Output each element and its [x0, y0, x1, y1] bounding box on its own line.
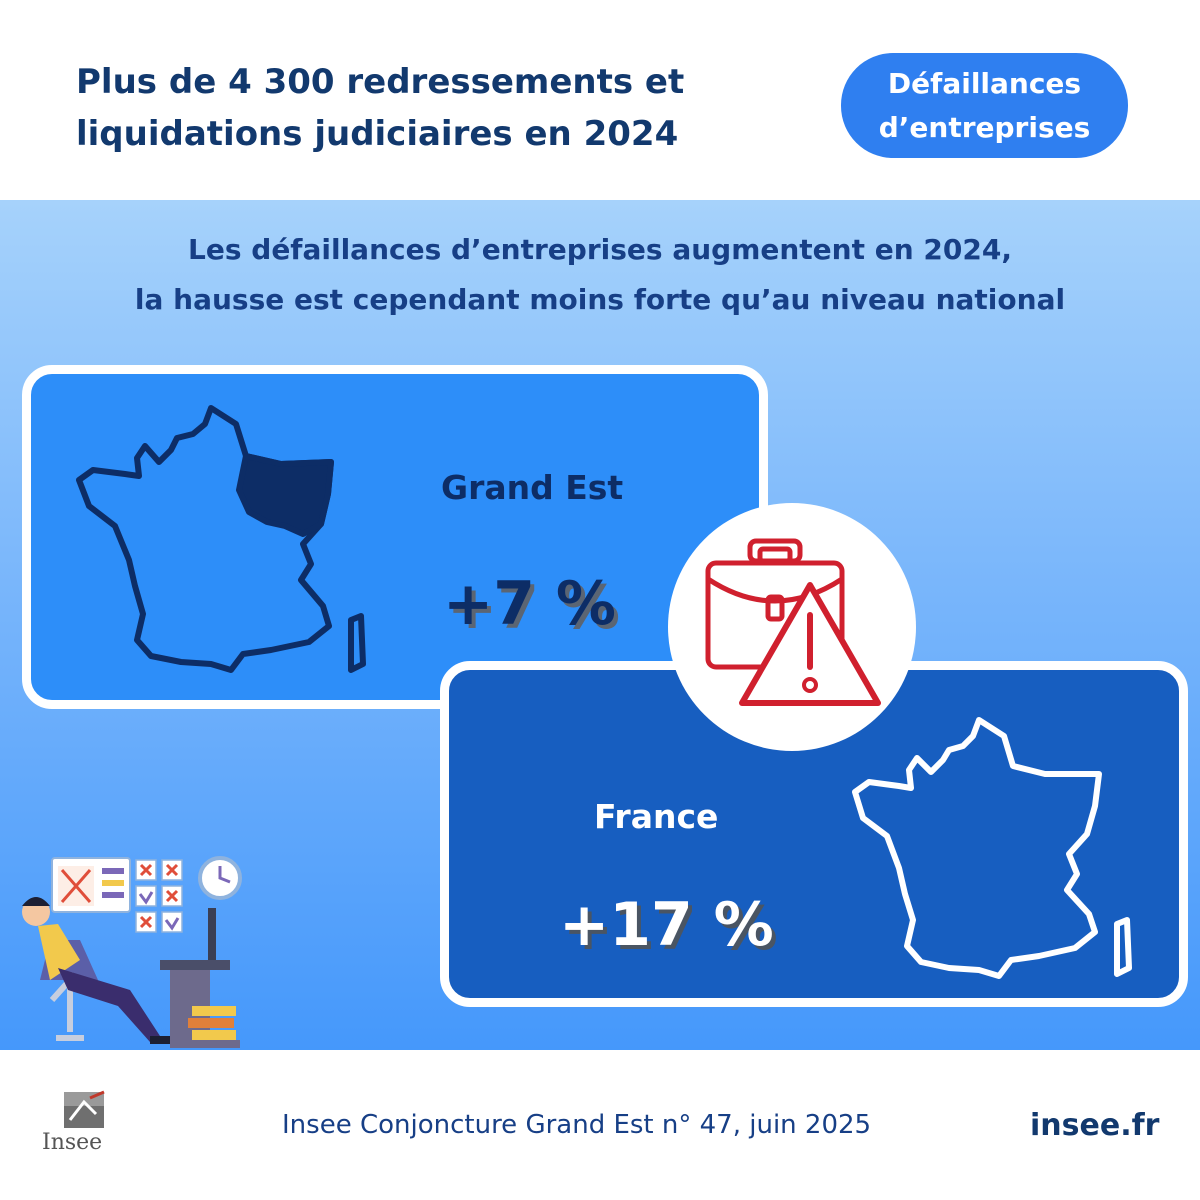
- france-value: +17 %: [559, 890, 774, 960]
- topic-tag: Défaillances d’entreprises: [841, 53, 1128, 158]
- alert-badge: [668, 503, 916, 751]
- header: Plus de 4 300 redressements et liquidati…: [0, 0, 1200, 200]
- insee-logo-icon: [64, 1090, 105, 1128]
- france-map-icon: [852, 717, 1132, 979]
- tired-worker-illustration: [22, 856, 242, 1048]
- topic-tag-line-2: d’entreprises: [878, 110, 1091, 144]
- site-link[interactable]: insee.fr: [1030, 1108, 1160, 1143]
- source-citation: Insee Conjoncture Grand Est n° 47, juin …: [282, 1110, 872, 1140]
- title-line-2: liquidations judiciaires en 2024: [76, 114, 679, 154]
- insee-logo-text: Insee: [42, 1130, 103, 1155]
- grand-est-label: Grand Est: [441, 468, 624, 507]
- warning-icon: [739, 582, 881, 706]
- grand-est-value: +7 %: [443, 569, 617, 639]
- topic-tag-line-1: Défaillances: [887, 66, 1082, 100]
- clock-icon: [198, 856, 242, 900]
- france-map-icon: [76, 405, 366, 673]
- subtitle: Les défaillances d’entreprises augmenten…: [0, 225, 1200, 325]
- footer: [0, 1050, 1200, 1200]
- briefcase-icon: [705, 538, 845, 670]
- title-line-1: Plus de 4 300 redressements et: [76, 62, 685, 102]
- france-label: France: [594, 797, 719, 836]
- subtitle-line-2: la hausse est cependant moins forte qu’a…: [134, 283, 1066, 316]
- page-title: Plus de 4 300 redressements et liquidati…: [76, 56, 776, 160]
- grand-est-card: Grand Est +7 %: [22, 365, 768, 709]
- subtitle-line-1: Les défaillances d’entreprises augmenten…: [188, 233, 1012, 266]
